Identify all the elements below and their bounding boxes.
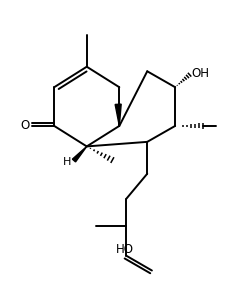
Polygon shape [72,146,87,162]
Text: H: H [63,157,72,167]
Text: HO: HO [116,243,134,256]
Text: O: O [21,120,30,132]
Text: OH: OH [191,67,209,80]
Polygon shape [115,104,121,126]
